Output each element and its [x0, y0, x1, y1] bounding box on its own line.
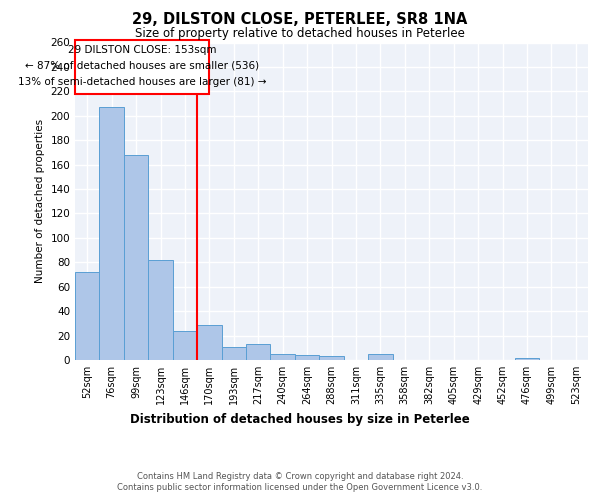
Bar — [515, 358, 539, 360]
Text: Contains public sector information licensed under the Open Government Licence v3: Contains public sector information licen… — [118, 484, 482, 492]
Text: Distribution of detached houses by size in Peterlee: Distribution of detached houses by size … — [130, 412, 470, 426]
Text: 29, DILSTON CLOSE, PETERLEE, SR8 1NA: 29, DILSTON CLOSE, PETERLEE, SR8 1NA — [133, 12, 467, 28]
Bar — [319, 356, 344, 360]
Bar — [246, 344, 271, 360]
Bar — [295, 355, 319, 360]
Bar — [173, 330, 197, 360]
Bar — [100, 107, 124, 360]
Bar — [221, 346, 246, 360]
Text: 29 DILSTON CLOSE: 153sqm: 29 DILSTON CLOSE: 153sqm — [68, 45, 217, 55]
Text: 13% of semi-detached houses are larger (81) →: 13% of semi-detached houses are larger (… — [18, 76, 266, 86]
Bar — [197, 324, 221, 360]
Bar — [368, 354, 392, 360]
Text: Size of property relative to detached houses in Peterlee: Size of property relative to detached ho… — [135, 28, 465, 40]
Y-axis label: Number of detached properties: Number of detached properties — [35, 119, 45, 284]
Bar — [148, 260, 173, 360]
Bar — [75, 272, 100, 360]
Text: ← 87% of detached houses are smaller (536): ← 87% of detached houses are smaller (53… — [25, 61, 259, 71]
Bar — [271, 354, 295, 360]
Bar — [124, 155, 148, 360]
FancyBboxPatch shape — [75, 40, 209, 94]
Text: Contains HM Land Registry data © Crown copyright and database right 2024.: Contains HM Land Registry data © Crown c… — [137, 472, 463, 481]
